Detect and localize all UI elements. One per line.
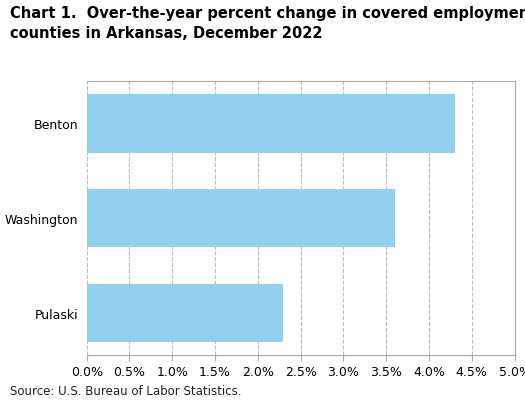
Text: Chart 1.  Over-the-year percent change in covered employment among the largest: Chart 1. Over-the-year percent change in… xyxy=(10,6,525,21)
Text: counties in Arkansas, December 2022: counties in Arkansas, December 2022 xyxy=(10,26,323,41)
Bar xyxy=(87,95,455,153)
Text: Source: U.S. Bureau of Labor Statistics.: Source: U.S. Bureau of Labor Statistics. xyxy=(10,384,242,397)
Bar xyxy=(87,284,284,342)
Bar xyxy=(87,189,395,248)
